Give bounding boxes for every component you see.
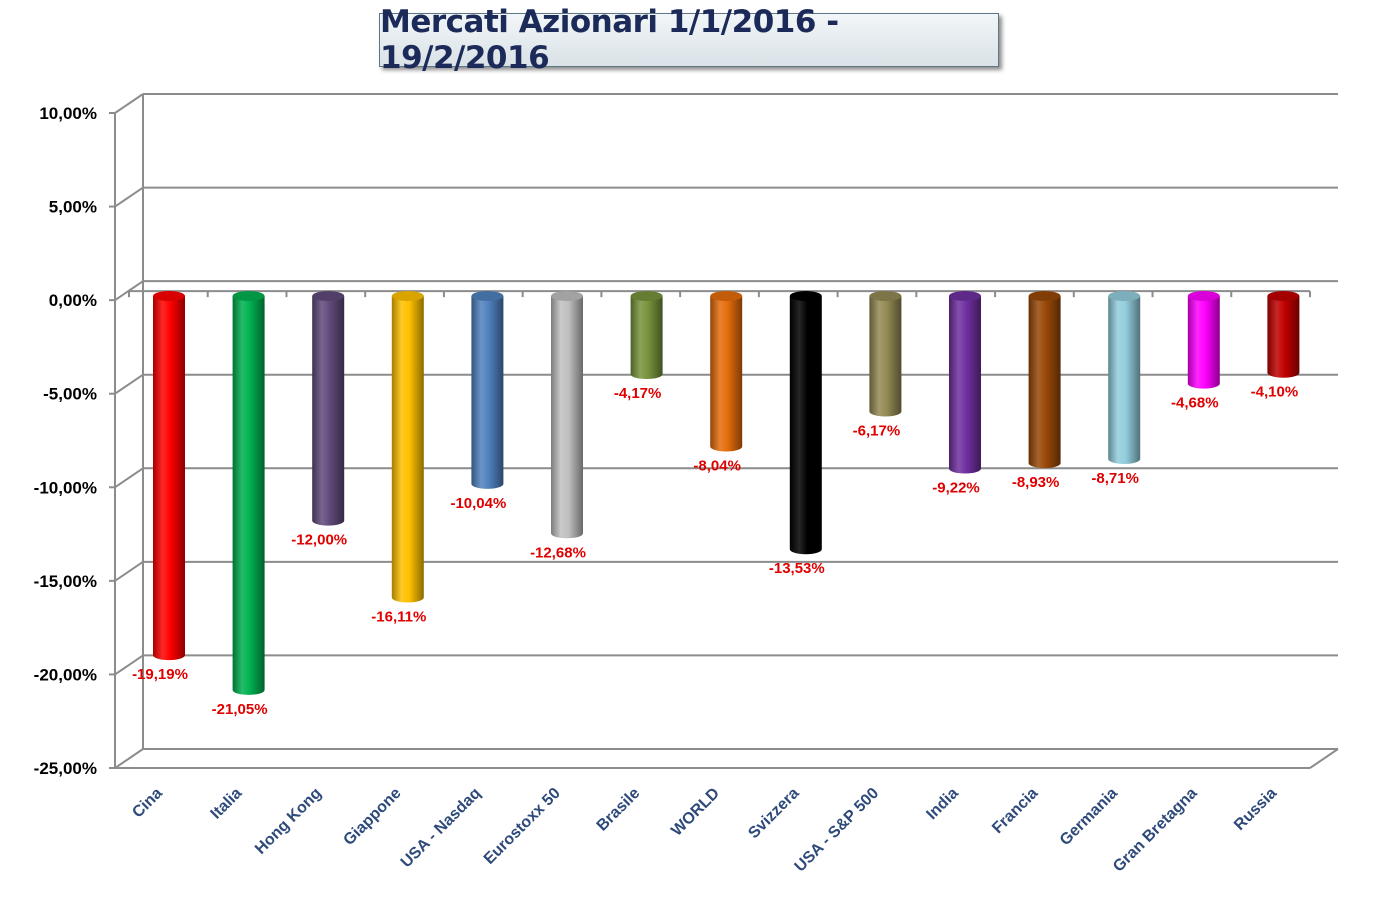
- bar-eurostoxx-50: [551, 291, 583, 539]
- data-label: -16,11%: [371, 608, 426, 625]
- bar-top: [1187, 291, 1220, 301]
- y-tick-label: -20,00%: [34, 665, 97, 684]
- bar-top: [471, 291, 504, 301]
- y-tick-label: -5,00%: [43, 385, 97, 404]
- x-tick-label: USA - S&P 500: [792, 785, 883, 876]
- x-tick-label: Eurostoxx 50: [481, 785, 564, 868]
- data-label: -4,17%: [614, 385, 662, 402]
- data-label: -4,10%: [1251, 384, 1299, 401]
- data-label: -9,22%: [932, 480, 980, 497]
- x-tick-label: Svizzera: [745, 785, 802, 842]
- bar-body: [1108, 296, 1141, 465]
- chart-walls: [115, 94, 1339, 769]
- x-tick-label: Russia: [1231, 785, 1280, 834]
- bar-top: [789, 291, 822, 301]
- bar-body: [710, 296, 743, 452]
- bar-top: [1028, 291, 1061, 301]
- data-label: -13,53%: [769, 560, 825, 577]
- bar-body: [1187, 296, 1220, 389]
- bar-body: [630, 296, 663, 380]
- y-tick-label: -15,00%: [34, 572, 97, 591]
- x-tick-label: USA - Nasdaq: [398, 785, 484, 871]
- data-label: -4,68%: [1171, 395, 1219, 412]
- bar-top: [1108, 291, 1141, 301]
- data-label: -10,04%: [450, 495, 506, 512]
- y-axis: 10,00% 5,00% 0,00% -5,00% -10,00% -15,00% -20,…: [34, 104, 116, 778]
- y-tick-label: -25,00%: [34, 759, 97, 778]
- bar-world: [710, 291, 743, 452]
- x-tick-label: Francia: [989, 785, 1041, 837]
- bar-top: [153, 291, 185, 301]
- gridline-depth: [114, 467, 144, 489]
- bar-cina: [153, 291, 185, 661]
- data-label: -12,00%: [291, 532, 347, 549]
- bar-body: [312, 296, 345, 526]
- bar-usa-nasdaq: [471, 291, 504, 489]
- bar-brasile: [630, 291, 663, 380]
- bar-body: [1267, 296, 1300, 378]
- x-tick-label: Hong Kong: [252, 785, 325, 858]
- floor-right-edge: [1309, 748, 1339, 769]
- bar-body: [949, 296, 981, 474]
- bar-germania: [1108, 291, 1141, 465]
- bar-svizzera: [789, 291, 822, 555]
- x-tick-label: WORLD: [668, 785, 723, 840]
- bar-top: [391, 291, 424, 301]
- data-label: -8,93%: [1012, 474, 1060, 491]
- bar-top: [312, 291, 345, 301]
- x-tick-label: Giappone: [340, 785, 404, 849]
- data-label: -8,04%: [693, 457, 741, 474]
- gridline-depth: [114, 561, 144, 582]
- bar-body: [232, 296, 265, 695]
- bar-body: [391, 296, 424, 603]
- x-tick-label: India: [923, 785, 961, 823]
- bar-top: [1267, 291, 1300, 301]
- data-label: -8,71%: [1091, 470, 1139, 487]
- bar-giappone: [391, 291, 424, 603]
- x-tick-label: Cina: [129, 785, 166, 822]
- bar-italia: [232, 291, 265, 695]
- bar-top: [630, 291, 663, 301]
- x-tick-label: Brasile: [594, 785, 644, 835]
- bar-body: [1028, 296, 1061, 469]
- gridline-depth: [114, 373, 144, 395]
- bar-body: [471, 296, 504, 489]
- bar-top: [949, 291, 981, 301]
- bar-hong-kong: [312, 291, 345, 526]
- data-label: -19,19%: [132, 666, 188, 683]
- bar-usa-s-p-500: [869, 291, 902, 417]
- data-label: -21,05%: [212, 701, 268, 718]
- data-label: -12,68%: [530, 544, 586, 561]
- y-tick-label: 5,00%: [49, 198, 97, 217]
- x-tick-label: Germania: [1057, 785, 1121, 849]
- bar-top: [710, 291, 743, 301]
- data-labels: -19,19% -21,05% -12,00% -16,11% -10,04% -12,6…: [132, 384, 1298, 718]
- bar-india: [949, 291, 981, 474]
- chart-title: Mercati Azionari 1/1/2016 - 19/2/2016: [380, 4, 839, 76]
- bar-top: [869, 291, 902, 301]
- bar-russia: [1267, 291, 1300, 378]
- data-label: -6,17%: [853, 422, 901, 439]
- x-tick-label: Italia: [208, 785, 246, 823]
- bar-body: [551, 296, 583, 539]
- gridline-depth: [114, 748, 144, 769]
- bar-body: [789, 296, 822, 555]
- y-tick-label: 10,00%: [39, 104, 97, 123]
- x-tick-label: Gran Bretagna: [1110, 785, 1201, 876]
- y-tick-label: 0,00%: [49, 291, 97, 310]
- bar-francia: [1028, 291, 1061, 469]
- bars: [153, 291, 1300, 695]
- y-tick-label: -10,00%: [34, 478, 97, 497]
- gridline-depth: [114, 654, 144, 676]
- bar-body: [153, 296, 185, 661]
- bar-body: [869, 296, 902, 417]
- chart-title-box: Mercati Azionari 1/1/2016 - 19/2/2016: [379, 4, 999, 76]
- bar-top: [551, 291, 583, 301]
- bar-top: [232, 291, 265, 301]
- bar-gran-bretagna: [1187, 291, 1220, 389]
- gridline-depth: [114, 93, 144, 114]
- gridline-depth: [114, 186, 144, 208]
